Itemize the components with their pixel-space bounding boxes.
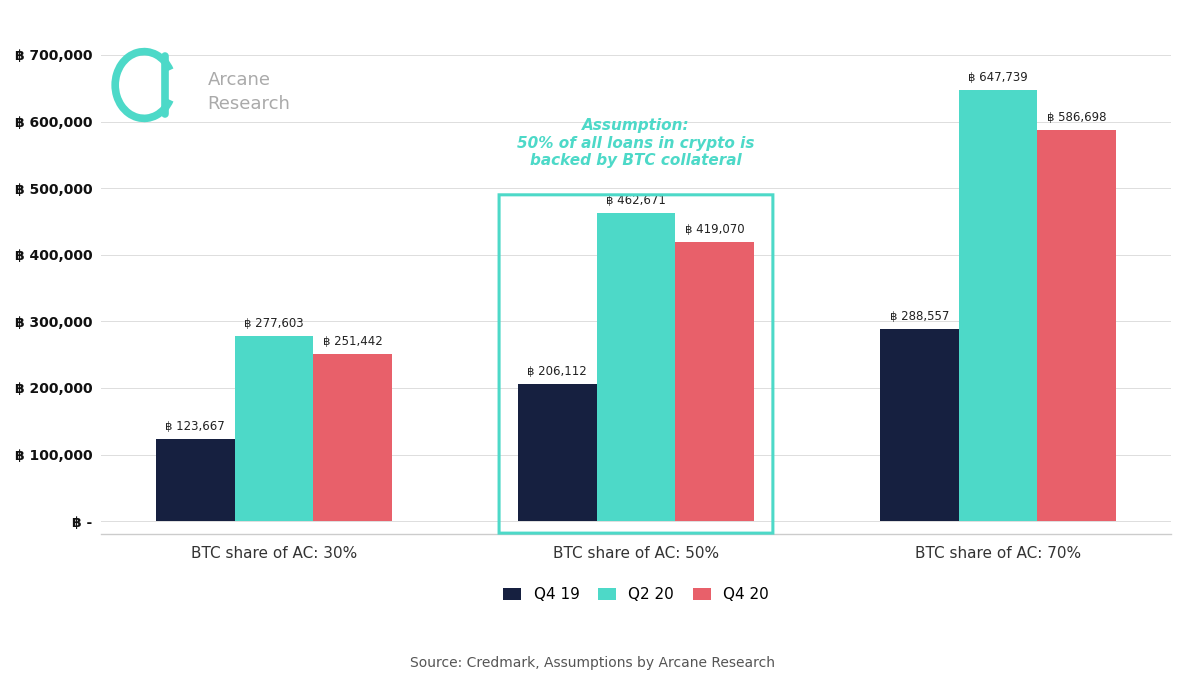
- Text: Arcane
Research: Arcane Research: [208, 71, 291, 113]
- Text: ฿ 288,557: ฿ 288,557: [890, 310, 949, 323]
- Text: ฿ 462,671: ฿ 462,671: [606, 194, 665, 207]
- Text: ฿ 586,698: ฿ 586,698: [1047, 112, 1107, 124]
- Text: ฿ 251,442: ฿ 251,442: [323, 335, 383, 347]
- Text: ฿ 419,070: ฿ 419,070: [684, 223, 745, 236]
- Text: ฿ 277,603: ฿ 277,603: [244, 318, 304, 330]
- Bar: [597, 213, 675, 521]
- Text: ฿ 206,112: ฿ 206,112: [528, 365, 587, 378]
- Text: ฿ 647,739: ฿ 647,739: [968, 71, 1028, 84]
- Bar: [235, 337, 313, 521]
- Bar: [880, 329, 958, 521]
- Bar: [1038, 131, 1116, 521]
- Bar: [518, 384, 597, 521]
- Bar: [675, 242, 754, 521]
- Legend: Q4 19, Q2 20, Q4 20: Q4 19, Q2 20, Q4 20: [496, 579, 777, 610]
- Bar: [157, 439, 235, 521]
- Text: ฿ 123,667: ฿ 123,667: [166, 420, 225, 432]
- Text: Source: Credmark, Assumptions by Arcane Research: Source: Credmark, Assumptions by Arcane …: [410, 656, 776, 670]
- Text: Assumption:
50% of all loans in crypto is
backed by BTC collateral: Assumption: 50% of all loans in crypto i…: [517, 118, 754, 168]
- Bar: [313, 354, 393, 521]
- Bar: [958, 90, 1038, 521]
